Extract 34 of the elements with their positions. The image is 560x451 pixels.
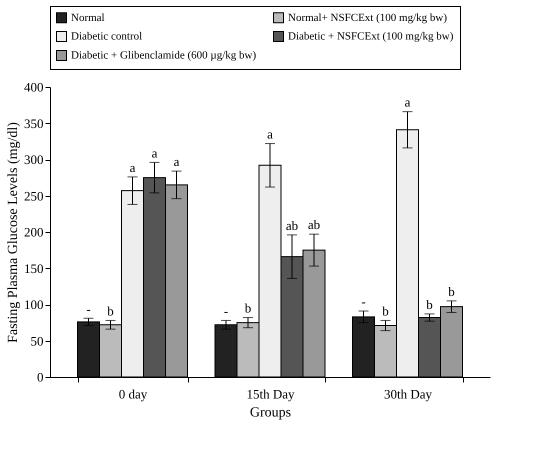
- y-tick-label: 250: [24, 188, 44, 204]
- legend-label: Diabetic + NSFCExt (100 mg/kg bw): [288, 30, 454, 42]
- y-tick-label: 350: [24, 116, 44, 131]
- data-label: a: [404, 94, 411, 110]
- data-label: ab: [286, 218, 298, 233]
- data-label: -: [86, 301, 91, 316]
- y-tick-label: 0: [37, 370, 44, 384]
- data-label: -: [361, 294, 366, 310]
- data-label: b: [426, 296, 433, 312]
- y-tick-label: 200: [24, 224, 44, 240]
- data-label: ab: [308, 217, 320, 232]
- y-tick-label: 50: [30, 333, 44, 348]
- y-tick-label: 300: [24, 152, 44, 167]
- data-label: b: [107, 303, 114, 318]
- x-tick-label: 15th Day: [246, 386, 296, 402]
- x-tick-label: 0 day: [118, 386, 148, 402]
- data-label: a: [174, 154, 180, 170]
- data-label: b: [244, 300, 252, 316]
- data-label: b: [382, 303, 389, 318]
- y-tick-label: 150: [24, 260, 44, 276]
- y-tick-label: 100: [24, 297, 44, 312]
- data-label: a: [267, 126, 274, 142]
- data-label: b: [448, 284, 455, 299]
- legend-label: Normal: [71, 12, 105, 24]
- x-axis-title: Groups: [250, 406, 292, 420]
- legend-label: Diabetic + Glibenclamide (600 µg/kg bw): [71, 50, 256, 62]
- data-label: -: [224, 303, 228, 318]
- y-tick-label: 400: [24, 80, 44, 94]
- legend-label: Diabetic control: [71, 30, 142, 42]
- data-label: a: [130, 160, 136, 175]
- data-label: a: [152, 145, 158, 160]
- x-tick-label: 30th Day: [384, 386, 433, 402]
- legend-label: Normal+ NSFCExt (100 mg/kg bw): [288, 12, 448, 24]
- y-axis-title: Fasting Plasma Glucose Levels (mg/dl): [6, 122, 21, 343]
